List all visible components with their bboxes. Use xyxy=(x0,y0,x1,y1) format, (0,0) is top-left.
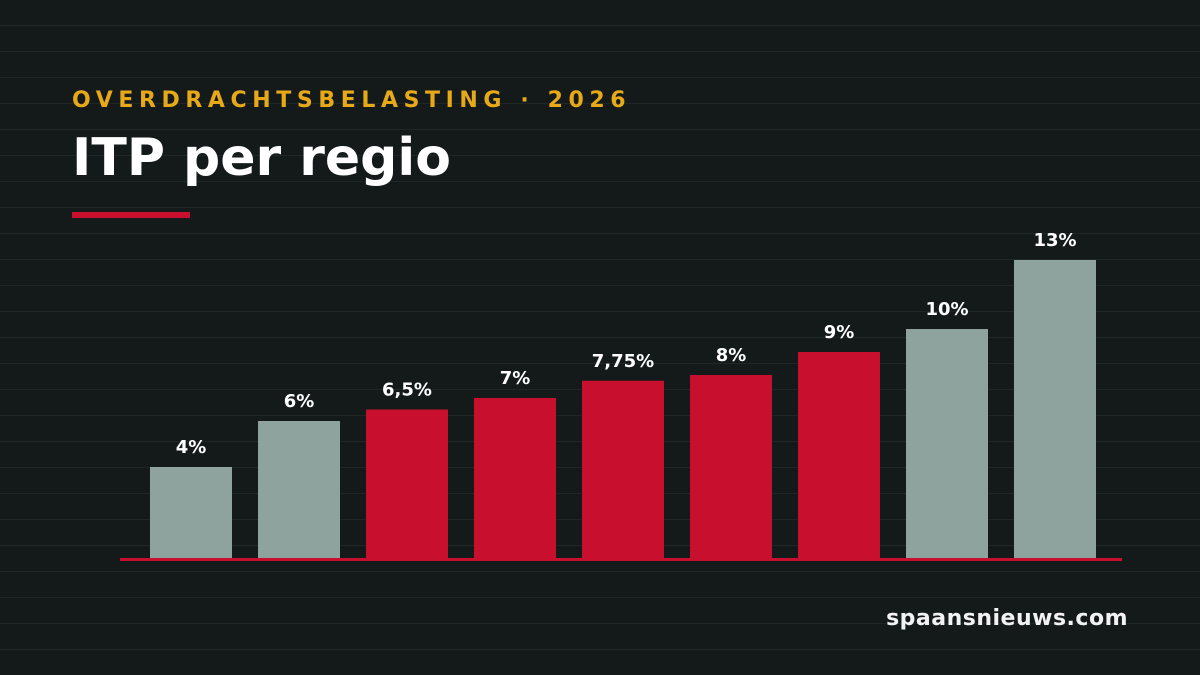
chart-title: ITP per regio xyxy=(72,128,451,188)
bar-value-label-3: 7% xyxy=(500,368,531,389)
bar-value-label-1: 6% xyxy=(284,391,315,412)
bar-5 xyxy=(690,375,772,559)
chart-kicker: OVERDRACHTSBELASTING · 2026 xyxy=(72,88,632,113)
bar-value-label-8: 13% xyxy=(1033,230,1076,251)
bar-0 xyxy=(150,467,232,559)
bar-value-label-5: 8% xyxy=(716,345,747,366)
bar-value-label-6: 9% xyxy=(824,322,855,343)
bar-8 xyxy=(1014,260,1096,559)
bar-7 xyxy=(906,329,988,559)
bar-6 xyxy=(798,352,880,559)
bar-value-label-0: 4% xyxy=(176,437,207,458)
bar-4 xyxy=(582,380,664,559)
title-underline xyxy=(72,212,190,218)
bar-value-label-2: 6,5% xyxy=(382,380,432,401)
bar-value-label-4: 7,75% xyxy=(592,351,654,372)
bar-3 xyxy=(474,398,556,559)
brand-watermark: spaansnieuws.com xyxy=(886,606,1128,631)
bar-value-label-7: 10% xyxy=(925,299,968,320)
chart-baseline xyxy=(120,558,1122,561)
bar-1 xyxy=(258,421,340,559)
bar-2 xyxy=(366,409,448,559)
